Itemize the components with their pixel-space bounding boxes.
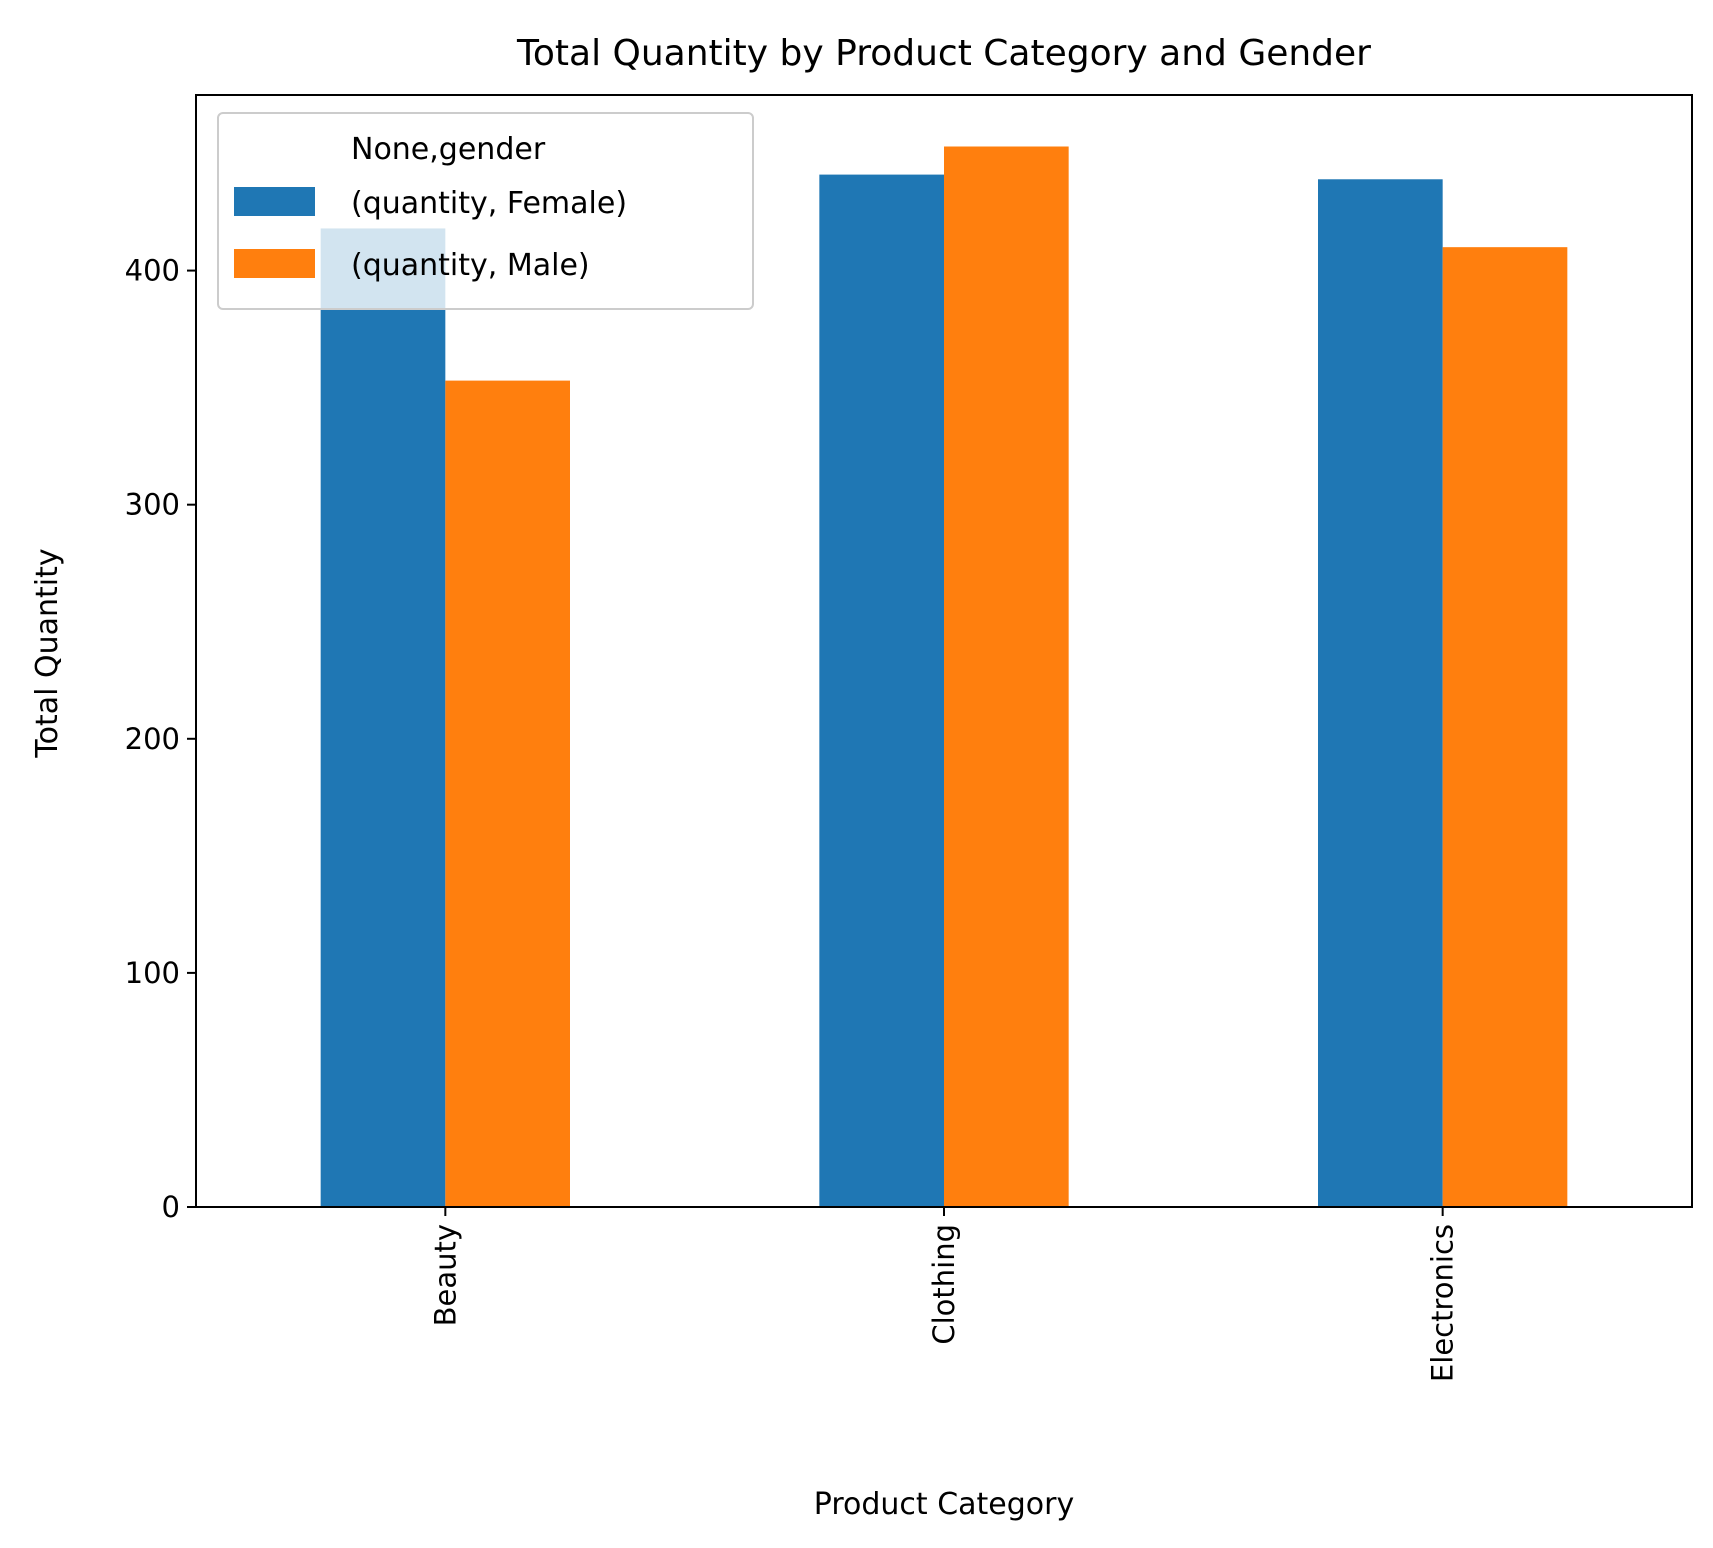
bar-beauty-series-0: [320, 228, 446, 1207]
y-tick-label: 100: [125, 956, 180, 990]
y-tick-label: 400: [125, 254, 180, 288]
y-axis-label: Total Quantity: [30, 548, 65, 758]
y-tick-label: 300: [125, 488, 180, 522]
y-tick-label: 200: [125, 722, 180, 756]
bar-clothing-series-0: [819, 174, 944, 1207]
x-tick-label-electronics: Electronics: [1426, 1224, 1460, 1382]
legend-label-1: (quantity, Male): [351, 248, 590, 283]
legend: None,gender (quantity, Female) (quantity, …: [217, 112, 754, 310]
bar-electronics-series-0: [1318, 179, 1443, 1208]
y-tick-label: 0: [162, 1190, 180, 1224]
bars-layer: [320, 146, 1568, 1208]
x-tick-label-beauty: Beauty: [428, 1224, 462, 1326]
legend-swatch-1: [234, 249, 315, 278]
bar-beauty-series-1: [445, 380, 570, 1208]
legend-title: None,gender: [351, 132, 546, 167]
legend-swatch-0: [234, 187, 315, 216]
axes-layer: 0 100 200 300 400 Beauty Clothing Electronics: [125, 94, 1693, 1382]
x-tick-label-clothing: Clothing: [927, 1224, 961, 1345]
bar-clothing-series-1: [944, 146, 1069, 1207]
legend-label-0: (quantity, Female): [351, 186, 627, 221]
chart-title: Total Quantity by Product Category and G…: [516, 33, 1371, 74]
bar-electronics-series-1: [1442, 247, 1568, 1207]
legend-box: [217, 112, 754, 310]
x-axis-label: Product Category: [814, 1487, 1074, 1522]
